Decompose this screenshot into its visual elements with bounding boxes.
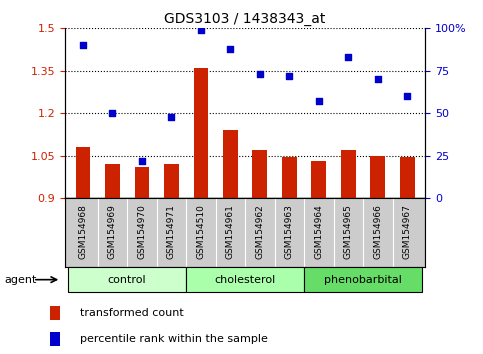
Point xyxy=(79,42,87,48)
Bar xyxy=(105,164,120,198)
Text: percentile rank within the sample: percentile rank within the sample xyxy=(80,333,268,344)
Text: GSM154970: GSM154970 xyxy=(137,204,146,259)
Text: agent: agent xyxy=(5,275,37,285)
Bar xyxy=(50,306,60,320)
Bar xyxy=(135,167,149,198)
Bar xyxy=(186,267,304,292)
Text: GSM154964: GSM154964 xyxy=(314,204,323,258)
Text: GSM154965: GSM154965 xyxy=(344,204,353,259)
Bar xyxy=(282,157,297,198)
Bar xyxy=(223,130,238,198)
Point xyxy=(168,114,175,120)
Bar xyxy=(164,164,179,198)
Text: GSM154510: GSM154510 xyxy=(197,204,205,259)
Bar xyxy=(194,68,208,198)
Bar xyxy=(253,150,267,198)
Point xyxy=(197,27,205,33)
Point xyxy=(344,55,352,60)
Bar xyxy=(370,156,385,198)
Text: cholesterol: cholesterol xyxy=(214,275,276,285)
Text: GSM154963: GSM154963 xyxy=(285,204,294,259)
Point xyxy=(285,73,293,79)
Text: GSM154967: GSM154967 xyxy=(403,204,412,259)
Point xyxy=(315,98,323,104)
Text: GSM154966: GSM154966 xyxy=(373,204,383,259)
Point xyxy=(109,110,116,116)
Point xyxy=(256,72,264,77)
Text: transformed count: transformed count xyxy=(80,308,184,318)
Bar xyxy=(68,267,186,292)
Bar xyxy=(50,332,60,346)
Bar xyxy=(400,157,415,198)
Point xyxy=(138,158,146,164)
Bar xyxy=(312,161,326,198)
Text: GSM154969: GSM154969 xyxy=(108,204,117,259)
Bar xyxy=(304,267,422,292)
Text: control: control xyxy=(108,275,146,285)
Bar xyxy=(75,147,90,198)
Text: phenobarbital: phenobarbital xyxy=(324,275,402,285)
Title: GDS3103 / 1438343_at: GDS3103 / 1438343_at xyxy=(164,12,326,26)
Point xyxy=(403,93,411,99)
Point xyxy=(374,76,382,82)
Point xyxy=(227,46,234,52)
Text: GSM154971: GSM154971 xyxy=(167,204,176,259)
Text: GSM154962: GSM154962 xyxy=(256,204,264,258)
Text: GSM154961: GSM154961 xyxy=(226,204,235,259)
Bar xyxy=(341,150,355,198)
Text: GSM154968: GSM154968 xyxy=(78,204,87,259)
